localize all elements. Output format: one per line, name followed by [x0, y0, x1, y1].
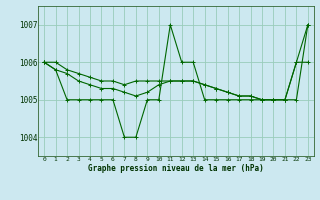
X-axis label: Graphe pression niveau de la mer (hPa): Graphe pression niveau de la mer (hPa) — [88, 164, 264, 173]
